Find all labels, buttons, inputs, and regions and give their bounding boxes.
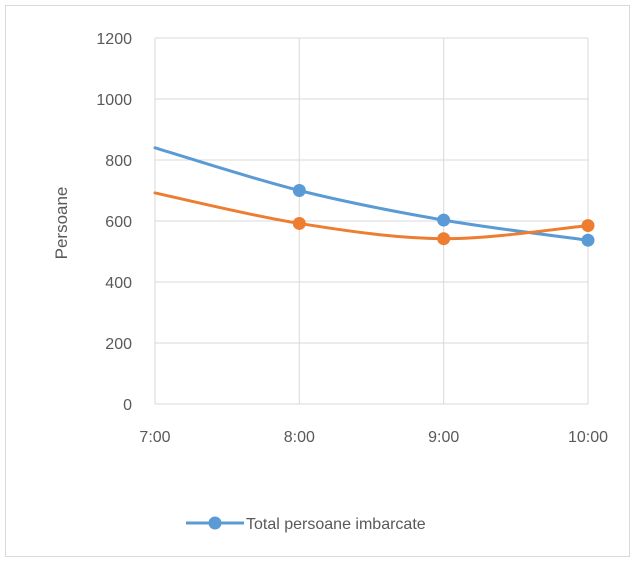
data-point bbox=[581, 219, 595, 233]
data-point bbox=[292, 184, 306, 197]
legend: Total persoane imbarcate bbox=[186, 516, 426, 533]
y-tick-label: 800 bbox=[105, 153, 132, 170]
grid bbox=[154, 37, 589, 405]
y-tick-label: 400 bbox=[105, 275, 132, 292]
y-tick-label: 200 bbox=[105, 336, 132, 353]
x-tick-label: 7:00 bbox=[139, 429, 170, 446]
y-tick-label: 1000 bbox=[96, 92, 132, 109]
data-point bbox=[437, 213, 451, 227]
series-line bbox=[153, 191, 590, 241]
x-axis-ticks: 7:00 8:00 9:00 10:00 bbox=[139, 429, 608, 446]
chart-frame bbox=[5, 5, 630, 557]
y-tick-label: 0 bbox=[123, 397, 132, 414]
data-point bbox=[292, 216, 306, 230]
legend-item: Total persoane imbarcate bbox=[186, 516, 426, 533]
data-point bbox=[437, 232, 451, 246]
x-tick-label: 9:00 bbox=[428, 429, 459, 446]
series-2 bbox=[153, 191, 595, 246]
x-tick-label: 10:00 bbox=[568, 429, 608, 446]
y-axis-ticks: 0 200 400 600 800 1000 1200 bbox=[96, 31, 132, 414]
y-tick-label: 600 bbox=[105, 214, 132, 231]
legend-swatch-marker bbox=[208, 516, 222, 530]
y-tick-label: 1200 bbox=[96, 31, 132, 48]
legend-label: Total persoane imbarcate bbox=[246, 516, 426, 533]
data-point bbox=[581, 233, 595, 247]
series-line bbox=[153, 146, 590, 242]
series bbox=[153, 146, 595, 247]
x-tick-label: 8:00 bbox=[284, 429, 315, 446]
y-axis-title: Persoane bbox=[52, 187, 71, 260]
